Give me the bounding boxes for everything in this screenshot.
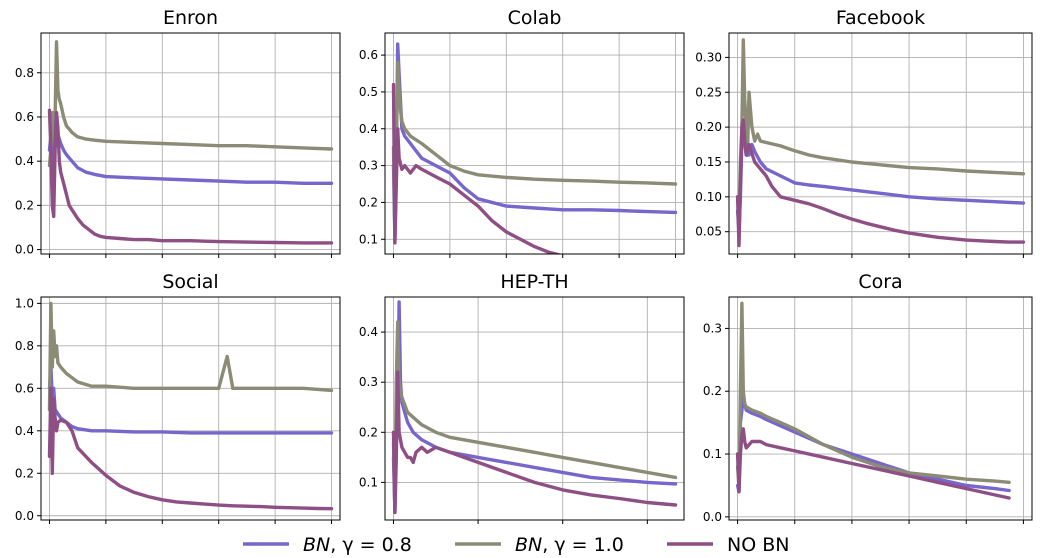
y-tick-label: 0.4 [359, 325, 378, 339]
series-line-bn-g08 [735, 125, 1026, 234]
y-tick-label: 0.6 [359, 48, 378, 62]
panel-title: Social [162, 271, 218, 293]
series-line-bn-g08 [391, 42, 678, 241]
series-line-no-bn [391, 82, 563, 254]
series-line-bn-g10 [735, 38, 1026, 220]
y-tick-label: 0.0 [15, 243, 34, 257]
y-tick-label: 0.1 [703, 447, 722, 461]
y-tick-label: 0.4 [359, 122, 378, 136]
y-tick-label: 0.5 [359, 85, 378, 99]
legend-item-bn-g08: BN, γ = 0.8 [243, 534, 412, 556]
legend: BN, γ = 0.8 BN, γ = 1.0 NO BN [243, 534, 789, 556]
series-line-no-bn [735, 118, 1026, 248]
y-tick-label: 0.3 [703, 321, 722, 335]
legend-item-bn-g10: BN, γ = 1.0 [455, 534, 624, 556]
axes-frame [40, 296, 341, 521]
axes-frame [40, 32, 341, 255]
legend-label: BN, γ = 0.8 [303, 534, 412, 556]
legend-label: BN, γ = 1.0 [515, 534, 624, 556]
y-tick-label: 0.6 [15, 110, 34, 124]
y-tick-label: 0.10 [695, 190, 722, 204]
axes-frame [728, 32, 1033, 255]
panel-title: Facebook [836, 7, 925, 29]
series-line-no-bn [47, 386, 334, 511]
axes-frame [384, 32, 685, 255]
panel-title: Colab [508, 7, 562, 29]
y-tick-label: 1.0 [15, 296, 34, 310]
series-line-no-bn [391, 370, 678, 515]
series-line-bn-g08 [735, 395, 1011, 494]
y-tick-label: 0.05 [695, 225, 722, 239]
y-tick-label: 0.2 [15, 466, 34, 480]
series-line-no-bn [47, 108, 334, 245]
series-line-bn-g08 [47, 365, 334, 435]
y-tick-label: 0.15 [695, 155, 722, 169]
y-tick-label: 0.2 [359, 195, 378, 209]
series-line-bn-g10 [735, 301, 1011, 488]
y-tick-label: 0.1 [359, 475, 378, 489]
y-tick-label: 0.8 [15, 66, 34, 80]
legend-label: NO BN [727, 534, 789, 556]
y-tick-label: 0.2 [359, 425, 378, 439]
series-line-bn-g10 [391, 320, 678, 510]
series-line-bn-g10 [47, 301, 334, 412]
panel-title: HEP-TH [500, 271, 568, 293]
panel-hep-th: 0.1 0.2 0.3 0.4 HEP-TH [359, 271, 685, 524]
y-tick-label: 0.1 [359, 232, 378, 246]
panel-cora: 0.0 0.1 0.2 0.3 Cora [703, 271, 1033, 524]
y-tick-label: 0.4 [15, 424, 34, 438]
panel-title: Cora [858, 271, 902, 293]
panel-enron: 0.0 0.2 0.4 0.6 0.8 Enron [15, 7, 341, 258]
panel-colab: 0.1 0.2 0.3 0.4 0.5 0.6 Colab [359, 7, 685, 258]
series-line-bn-g10 [47, 40, 334, 168]
y-tick-label: 0.25 [695, 85, 722, 99]
y-tick-label: 0.3 [359, 375, 378, 389]
panel-facebook: 0.05 0.10 0.15 0.20 0.25 0.30 Facebook [695, 7, 1033, 258]
axes-frame [384, 296, 685, 521]
y-tick-label: 0.6 [15, 381, 34, 395]
series-line-bn-g10 [391, 60, 678, 234]
axes-frame [728, 296, 1033, 521]
series-line-bn-g08 [47, 115, 334, 185]
y-tick-label: 0.30 [695, 50, 722, 64]
y-tick-label: 0.2 [703, 384, 722, 398]
y-tick-label: 0.20 [695, 120, 722, 134]
y-tick-label: 0.4 [15, 154, 34, 168]
y-tick-label: 0.3 [359, 159, 378, 173]
panel-social: 0.0 0.2 0.4 0.6 0.8 1.0 Social [15, 271, 341, 524]
y-tick-label: 0.0 [15, 509, 34, 523]
series-line-no-bn [735, 427, 1011, 500]
legend-item-no-bn: NO BN [667, 534, 789, 556]
y-tick-label: 0.8 [15, 339, 34, 353]
y-tick-label: 0.2 [15, 198, 34, 212]
panel-title: Enron [163, 7, 218, 29]
y-tick-label: 0.0 [703, 510, 722, 524]
